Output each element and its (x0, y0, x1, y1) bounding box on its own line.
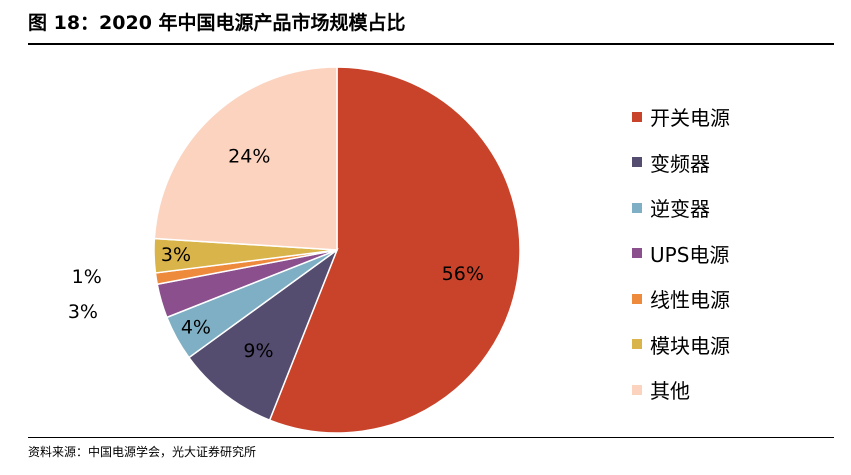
legend-swatch (632, 248, 642, 259)
legend-swatch (632, 111, 642, 122)
chart-legend: 开关电源变频器逆变器 UPS电源线性电源模块电源其他 (632, 94, 730, 413)
legend-label: 变频器 (650, 151, 710, 176)
legend-swatch (632, 202, 642, 213)
legend-item-3: 逆变器 (632, 185, 730, 231)
legend-label: 开关电源 (650, 106, 730, 131)
legend-label: 逆变器 (650, 197, 710, 222)
source-note: 资料来源：中国电源学会，光大证券研究所 (28, 445, 257, 459)
pie-slice-1 (268, 66, 521, 434)
legend-label: 线性电源 (650, 288, 730, 313)
pie-slice-7 (153, 66, 338, 251)
legend-item-4: UPS电源 (632, 231, 730, 277)
slice-value-label-1: 56% (442, 263, 484, 285)
pie-value-labels: 56% 9% 4% 3% 1% 3% 24% (68, 146, 484, 363)
legend-swatch (632, 384, 642, 395)
slice-value-label-6: 3% (161, 244, 191, 266)
slice-value-label-4: 3% (68, 301, 98, 323)
legend-label: 模块电源 (650, 333, 730, 358)
chart-title: 图 18：2020 年中国电源产品市场规模占比 (28, 12, 406, 34)
source-divider (28, 437, 834, 438)
slice-value-label-3: 4% (181, 317, 211, 339)
pie-slices (153, 66, 521, 434)
legend-swatch (632, 157, 642, 168)
legend-swatch (632, 293, 642, 304)
legend-swatch (632, 339, 642, 350)
title-divider (28, 43, 834, 45)
legend-item-5: 线性电源 (632, 276, 730, 322)
slice-value-label-7: 24% (228, 146, 270, 168)
legend-label: UPS电源 (650, 242, 730, 267)
legend-item-1: 开关电源 (632, 94, 730, 140)
legend-item-2: 变频器 (632, 140, 730, 186)
slice-value-label-2: 9% (243, 340, 273, 362)
legend-item-7: 其他 (632, 367, 730, 413)
pie-slice-2 (187, 247, 339, 422)
legend-item-6: 模块电源 (632, 322, 730, 368)
legend-label: 其他 (650, 379, 690, 404)
slice-value-label-5: 1% (72, 266, 102, 288)
